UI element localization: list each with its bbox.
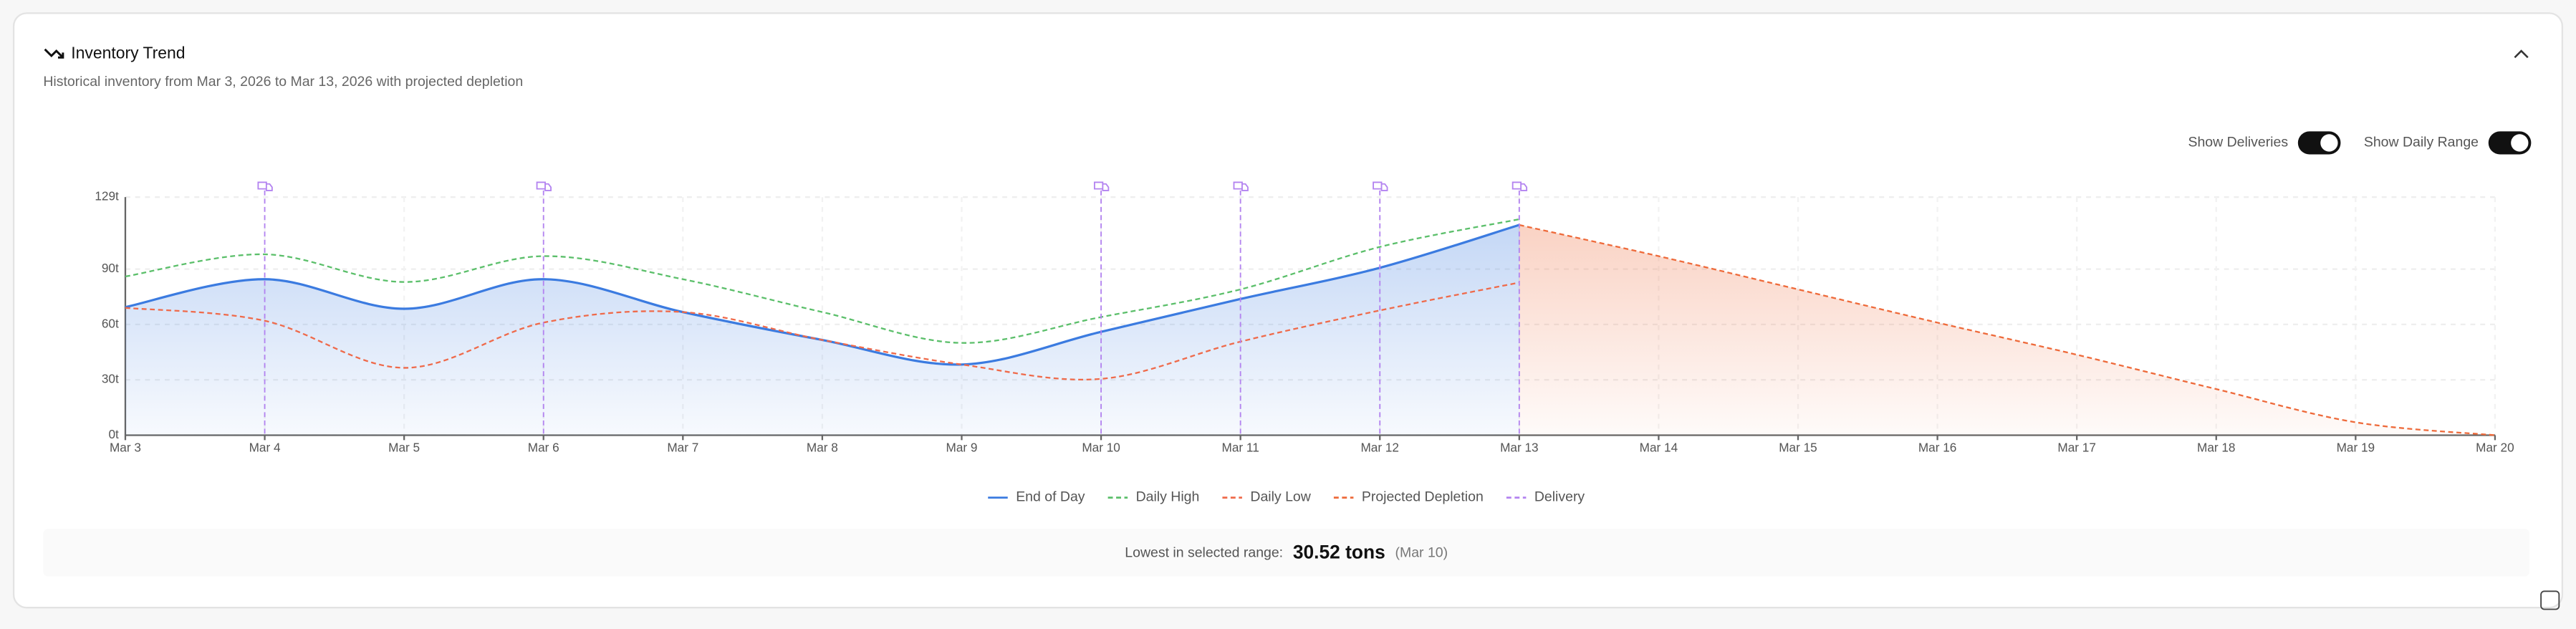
y-tick-label: 30t <box>102 372 119 386</box>
delivery-icon <box>1093 181 1110 191</box>
legend-label: Projected Depletion <box>1362 489 1484 505</box>
x-tick-label: Mar 8 <box>807 440 838 454</box>
x-tick-label: Mar 10 <box>1082 440 1120 454</box>
delivery-icon <box>257 181 273 191</box>
delivery-icon <box>1233 181 1249 191</box>
area <box>125 225 1519 436</box>
legend-label: Delivery <box>1534 489 1585 505</box>
x-tick-label: Mar 9 <box>946 440 978 454</box>
y-tick-label: 60t <box>102 316 119 330</box>
delivery-icon <box>536 181 552 191</box>
delivery-icon <box>1373 181 1388 191</box>
x-tick-label: Mar 4 <box>249 440 281 454</box>
y-tick-label: 0t <box>108 427 119 441</box>
delivery-icon <box>1512 181 1528 191</box>
footer-date: (Mar 10) <box>1395 545 1448 561</box>
title: Inventory Trend <box>71 44 185 62</box>
x-tick-label: Mar 6 <box>528 440 559 454</box>
line <box>1519 224 2496 436</box>
x-tick-label: Mar 11 <box>1222 440 1259 454</box>
legend-label: Daily Low <box>1250 489 1311 505</box>
x-tick-label: Mar 20 <box>2476 440 2514 454</box>
x-tick-label: Mar 13 <box>1500 440 1539 454</box>
toggle[interactable] <box>2297 131 2341 155</box>
x-tick-label: Mar 17 <box>2057 440 2096 454</box>
footer-label: Lowest in selected range: <box>1125 545 1283 561</box>
x-tick-label: Mar 16 <box>1918 440 1957 454</box>
trend-icon <box>44 48 64 59</box>
x-tick-label: Mar 18 <box>2197 440 2236 454</box>
legend-label: End of Day <box>1016 489 1085 505</box>
screenshot-button[interactable] <box>2540 590 2560 610</box>
x-tick-label: Mar 15 <box>1779 440 1817 454</box>
toggle[interactable] <box>2488 131 2532 155</box>
x-tick-label: Mar 7 <box>667 440 698 454</box>
line <box>125 282 1520 381</box>
y-tick-label: 129t <box>95 189 119 203</box>
x-tick-label: Mar 5 <box>388 440 420 454</box>
toggle-label: Show Daily Range <box>2364 135 2479 150</box>
collapse-button[interactable] <box>2514 49 2529 59</box>
footer-value: 30.52 tons <box>1293 542 1385 563</box>
footer <box>43 529 2530 577</box>
x-tick-label: Mar 12 <box>1360 440 1399 454</box>
legend-label: Daily High <box>1136 489 1200 505</box>
line <box>125 218 1520 344</box>
y-tick-label: 90t <box>102 261 119 275</box>
subtitle: Historical inventory from Mar 3, 2026 to… <box>43 74 523 90</box>
x-tick-label: Mar 3 <box>110 440 141 454</box>
toggle-label: Show Deliveries <box>2188 135 2288 150</box>
x-tick-label: Mar 19 <box>2337 440 2375 454</box>
x-tick-label: Mar 14 <box>1640 440 1678 454</box>
area <box>1519 225 2495 436</box>
